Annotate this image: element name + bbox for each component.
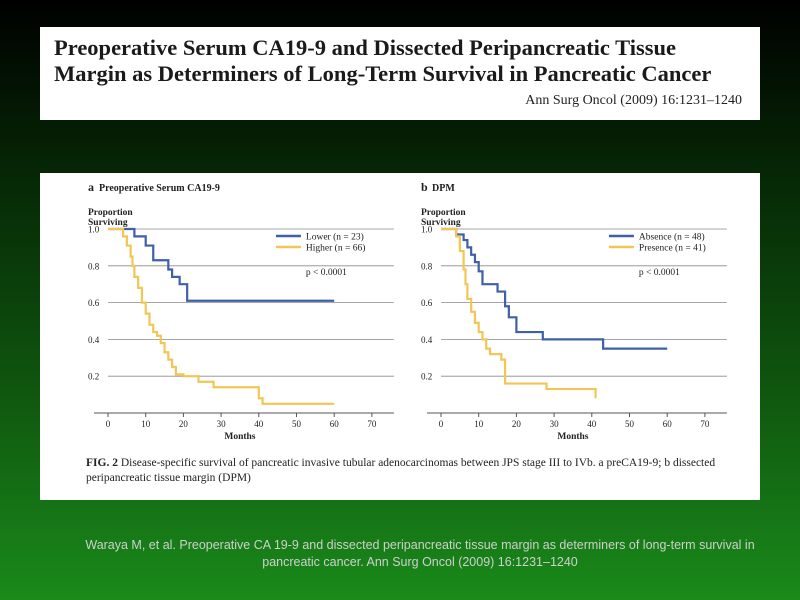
figure-panel: a Preoperative Serum CA19-9 Proportion Surv… (40, 173, 760, 500)
y-tick-label: 1.0 (88, 225, 100, 235)
x-tick-label: 60 (663, 419, 673, 429)
caption-text: Disease-specific survival of pancreatic … (86, 457, 716, 484)
series-line-yellow (441, 227, 597, 399)
y-tick-label: 0.4 (88, 335, 100, 345)
y-tick-label: 0.8 (88, 261, 100, 271)
paper-title: Preoperative Serum CA19-9 and Dissected … (54, 35, 712, 86)
y-tick-label: 0.8 (421, 261, 433, 271)
x-tick-label: 30 (550, 419, 560, 429)
chart-title: DPM (432, 183, 455, 194)
y-axis-label: Proportion (421, 208, 466, 218)
y-tick-label: 0.2 (421, 372, 432, 382)
series-line-blue (441, 227, 668, 350)
x-tick-label: 30 (217, 419, 227, 429)
y-tick-label: 0.6 (421, 298, 433, 308)
y-tick-label: 0.6 (88, 298, 100, 308)
y-axis-label: Proportion (88, 208, 133, 218)
legend-entry: Lower (n = 23) (306, 232, 364, 243)
legend-entry: Absence (n = 48) (639, 232, 705, 243)
x-tick-label: 20 (512, 419, 522, 429)
caption-label: FIG. 2 (86, 457, 118, 469)
footer-citation: Waraya M, et al. Preoperative CA 19-9 an… (85, 538, 755, 569)
title-panel: Preoperative Serum CA19-9 and Dissected … (40, 27, 760, 120)
panel-label-a: a (88, 180, 94, 194)
x-tick-label: 10 (141, 419, 151, 429)
y-tick-label: 1.0 (421, 225, 433, 235)
x-tick-label: 10 (474, 419, 484, 429)
y-tick-label: 0.4 (421, 335, 433, 345)
journal-citation: Ann Surg Oncol (2009) 16:1231–1240 (525, 93, 742, 108)
x-tick-label: 40 (587, 419, 597, 429)
km-figure: a Preoperative Serum CA19-9ProportionSurv… (88, 180, 727, 442)
x-tick-label: 70 (700, 419, 710, 429)
figure-caption: FIG. 2 Disease-specific survival of panc… (86, 456, 746, 486)
series-line-yellow (108, 227, 335, 405)
y-axis-label: Surviving (88, 218, 128, 228)
p-value-annotation: p < 0.0001 (639, 268, 680, 278)
y-tick-label: 0.2 (88, 372, 99, 382)
x-tick-label: 40 (254, 419, 263, 429)
y-axis-label: Surviving (421, 218, 461, 228)
x-tick-label: 70 (367, 419, 377, 429)
p-value-annotation: p < 0.0001 (306, 268, 347, 278)
series-line-blue (108, 227, 335, 302)
x-tick-label: 0 (439, 419, 444, 429)
x-axis-label: Months (224, 432, 255, 442)
x-tick-label: 60 (330, 419, 340, 429)
x-tick-label: 50 (625, 419, 635, 429)
panel-label-b: b (421, 180, 428, 194)
x-tick-label: 50 (292, 419, 302, 429)
legend-entry: Presence (n = 41) (639, 243, 706, 254)
x-tick-label: 0 (106, 419, 111, 429)
legend-entry: Higher (n = 66) (306, 243, 365, 254)
chart-title: Preoperative Serum CA19-9 (99, 183, 220, 194)
x-tick-label: 20 (179, 419, 189, 429)
x-axis-label: Months (557, 432, 588, 442)
